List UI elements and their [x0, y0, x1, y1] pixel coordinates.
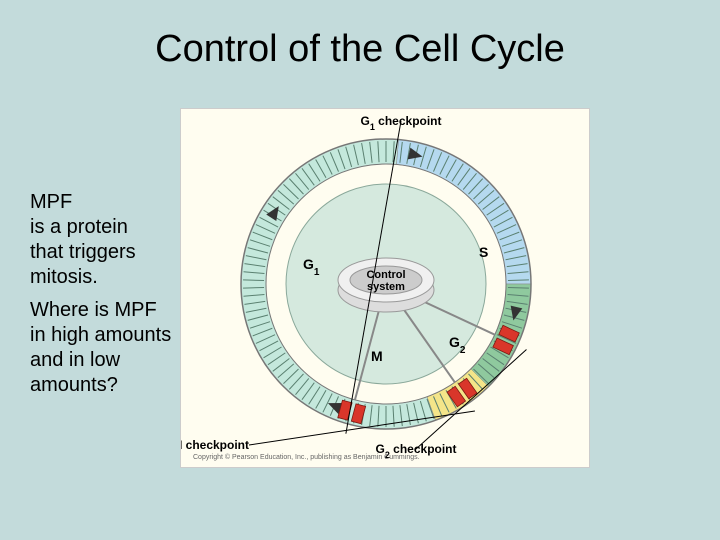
checkpoint-label: G1 checkpoint	[360, 114, 441, 132]
copyright-text: Copyright © Pearson Education, Inc., pub…	[193, 454, 420, 461]
checkpoint-label: M checkpoint	[181, 438, 249, 452]
page-title: Control of the Cell Cycle	[0, 28, 720, 71]
cell-cycle-diagram: ControlsystemG1 checkpointG2 checkpointM…	[180, 108, 590, 468]
side-text-mpf: MPFis a proteinthat triggersmitosis.	[30, 190, 136, 290]
diagram-svg: ControlsystemG1 checkpointG2 checkpointM…	[181, 109, 591, 469]
phase-label: S	[479, 244, 488, 260]
control-hub-label: Control	[366, 269, 405, 281]
side-text-question: Where is MPFin high amountsand in lowamo…	[30, 298, 171, 398]
phase-label: M	[371, 348, 383, 364]
